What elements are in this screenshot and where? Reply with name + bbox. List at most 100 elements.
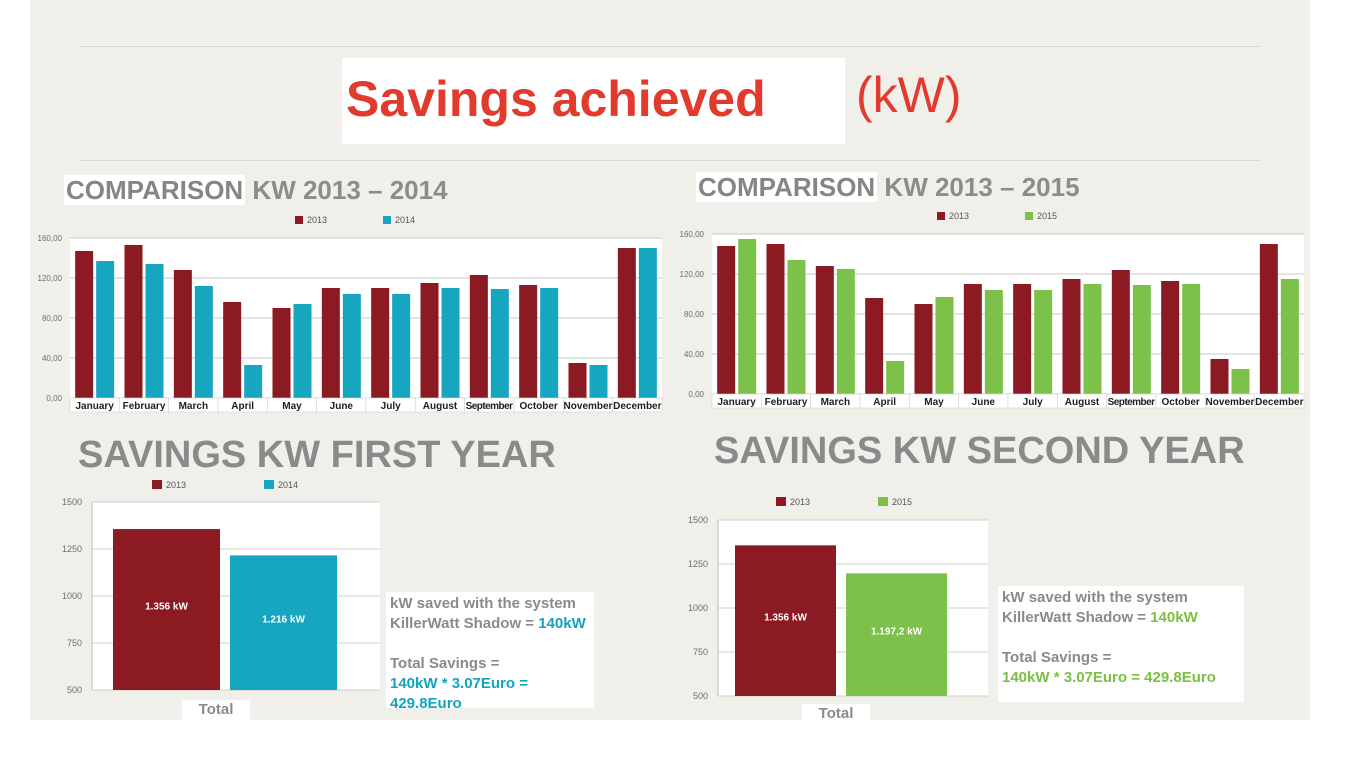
heading-savings-second-year: SAVINGS KW SECOND YEAR [714,430,1245,472]
y-tick-label: 1500 [62,497,82,507]
x-tick-label: May [282,401,302,412]
heading-comparison-2015-rest: KW 2013 – 2015 [877,172,1080,202]
note-second-line2-pre: KillerWatt Shadow = [1002,609,1151,626]
savings-note-first: kW saved with the system KillerWatt Shad… [386,592,594,712]
y-tick-label: 120,00 [680,270,705,279]
bar-2013-april [223,302,242,398]
note-second-line2: KillerWatt Shadow = 140kW [1002,608,1240,628]
bar-total-2015 [846,573,947,696]
heading-comparison-2014: COMPARISON KW 2013 – 2014 [64,175,448,206]
y-tick-label: 0,00 [688,390,704,399]
y-tick-label: 40,00 [42,354,63,363]
x-tick-label: April [873,397,896,408]
legend-label-2013: 2013 [307,215,327,225]
bar-data-label-2013: 1.356 kW [145,602,188,613]
y-tick-label: 750 [67,638,82,648]
x-tick-label: May [924,397,944,408]
legend-label-2014: 2014 [395,215,415,225]
x-tick-label: November [1206,397,1255,408]
bar-2015-november [1231,369,1250,394]
bar-2013-november [1210,359,1229,394]
x-tick-label: February [123,401,166,412]
bar-2014-september [490,289,509,398]
y-tick-label: 1000 [688,603,708,613]
legend-label-2014: 2014 [278,480,298,490]
total-label-second: Total [802,704,870,724]
y-tick-label: 120,00 [38,274,63,283]
x-tick-label: July [1023,397,1043,408]
legend-swatch-2013 [152,480,162,489]
x-tick-cell [1254,393,1305,409]
title-divider [80,160,1260,161]
bar-data-label-2013: 1.356 kW [764,613,807,624]
bar-2013-february [124,245,143,398]
bar-2013-june [321,288,340,398]
y-tick-label: 80,00 [42,314,63,323]
bar-2013-october [1161,281,1180,394]
bar-2014-november [589,365,608,398]
bar-2013-february [766,244,785,394]
legend-swatch-2014 [264,480,274,489]
x-tick-label: June [330,401,354,412]
y-tick-label: 1250 [62,544,82,554]
legend-swatch-2015 [1025,212,1033,220]
bar-2013-august [420,283,439,398]
note-first-spacer [390,634,590,654]
heading-comparison-2015-lead: COMPARISON [696,172,878,202]
chart-total-first-year: 500 750 1000 1250 1500 1.356 kW 2013 1.216 kW 20… [62,480,380,695]
x-tick-label: December [613,401,661,412]
bar-2013-december [1259,244,1278,394]
bar-2013-march [815,266,834,394]
bar-2015-january [738,239,757,394]
bar-2013-september [469,275,488,398]
bar-2014-february [145,264,164,398]
bar-2013-january [75,251,94,398]
bar-2014-june [342,294,361,398]
y-tick-label: 750 [693,647,708,657]
legend-swatch-2013 [776,497,786,506]
bar-2013-october [519,285,538,398]
x-tick-label: February [765,397,808,408]
total-label-first: Total [182,700,250,720]
title-backdrop [342,58,845,144]
bar-2014-may [293,304,312,398]
y-tick-label: 80,00 [684,310,705,319]
bar-2014-march [194,286,213,398]
legend-swatch-2013 [937,212,945,220]
y-tick-label: 1500 [688,515,708,525]
bar-2015-april [886,361,905,394]
bar-data-label-2014: 1.216 kW [262,615,305,626]
chart-total-second-year: 500 750 1000 1250 1500 1.356 kW 2013 1.197,2 kW… [688,497,988,701]
note-first-line3: Total Savings = [390,655,500,672]
note-first-line2: KillerWatt Shadow = 140kW [390,614,590,634]
bar-2014-july [392,294,411,398]
heading-savings-first-year: SAVINGS KW FIRST YEAR [78,434,556,476]
bar-2015-august [1083,284,1102,394]
bar-2013-may [914,304,933,394]
x-tick-label: July [381,401,401,412]
bar-2015-july [1034,290,1053,394]
bar-2013-march [173,270,192,398]
bar-2013-may [272,308,291,398]
bar-total-2013 [735,545,836,696]
x-tick-label: March [179,401,208,412]
note-first-line1: kW saved with the system [390,595,576,612]
y-tick-label: 500 [67,685,82,695]
x-tick-label: March [821,397,850,408]
bar-2014-january [96,261,115,398]
bar-data-label-2015: 1.197,2 kW [871,627,923,638]
bar-2013-june [963,284,982,394]
savings-note-second: kW saved with the system KillerWatt Shad… [998,586,1244,702]
bar-2015-may [935,297,954,394]
x-tick-label: January [75,401,114,412]
x-tick-label: August [423,401,458,412]
bar-2013-july [371,288,390,398]
page-title: Savings achieved [346,71,766,127]
note-second-spacer [1002,628,1240,648]
x-tick-cell [612,397,663,413]
note-second-line3: Total Savings = [1002,649,1112,666]
top-divider [80,46,1260,47]
note-first-line2-val: 140kW [538,615,586,632]
bar-2015-march [836,269,855,394]
y-tick-label: 160,00 [680,230,705,239]
